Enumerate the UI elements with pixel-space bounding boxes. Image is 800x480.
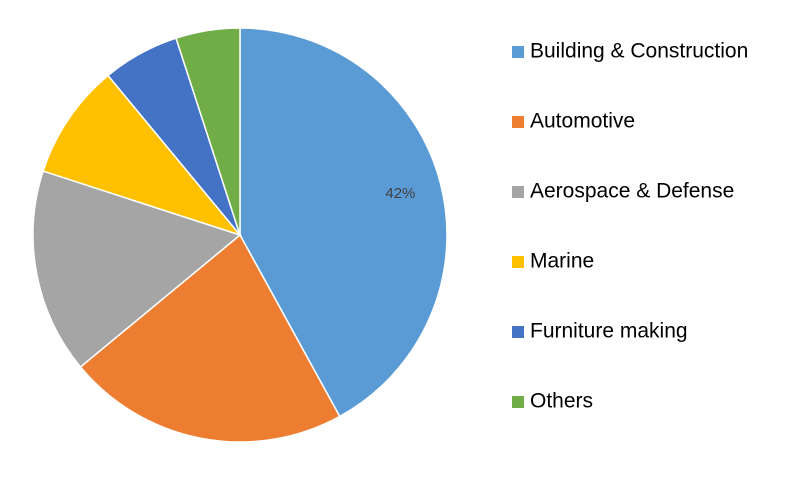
legend-swatch — [512, 326, 524, 338]
legend-swatch — [512, 186, 524, 198]
legend-swatch — [512, 116, 524, 128]
legend-label: Others — [530, 390, 593, 413]
legend-label: Aerospace & Defense — [530, 180, 734, 203]
legend-swatch — [512, 46, 524, 58]
legend-swatch — [512, 256, 524, 268]
legend-label: Marine — [530, 250, 594, 273]
pie-slice — [239, 27, 448, 418]
data-label: 42% — [385, 185, 415, 202]
pie-slice — [42, 74, 243, 237]
legend-swatch — [512, 396, 524, 408]
legend-label: Automotive — [530, 110, 635, 133]
legend-label: Furniture making — [530, 320, 688, 343]
pie-slice — [175, 27, 241, 236]
pie-slice — [79, 233, 341, 443]
pie-slice — [32, 170, 242, 369]
legend-label: Building & Construction — [530, 40, 748, 63]
